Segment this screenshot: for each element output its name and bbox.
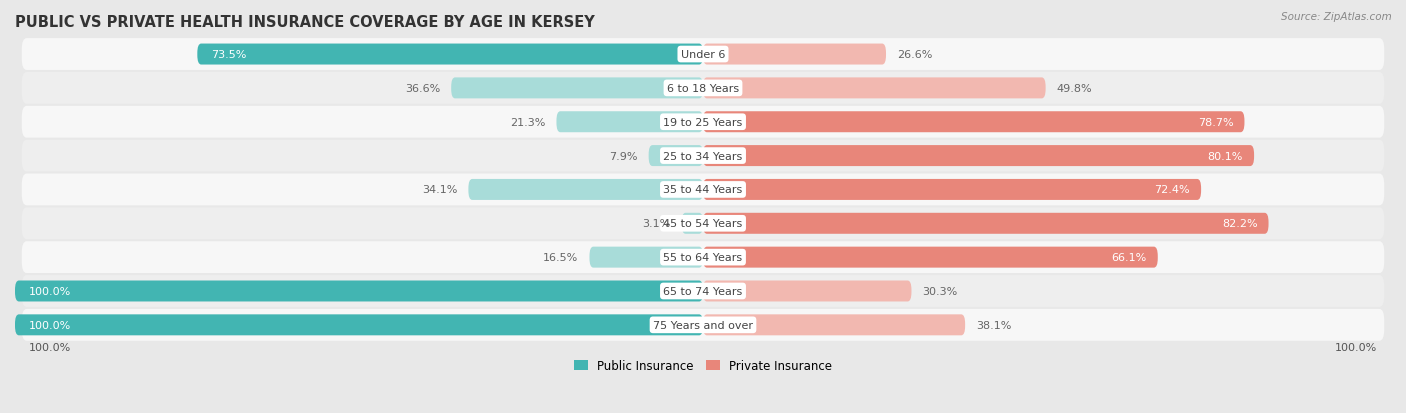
Text: 82.2%: 82.2% [1222,219,1257,229]
Text: 34.1%: 34.1% [422,185,457,195]
Text: 3.1%: 3.1% [643,219,671,229]
FancyBboxPatch shape [21,140,1385,172]
FancyBboxPatch shape [21,208,1385,240]
FancyBboxPatch shape [21,39,1385,71]
FancyBboxPatch shape [703,45,886,65]
Text: 72.4%: 72.4% [1154,185,1189,195]
Text: 38.1%: 38.1% [976,320,1011,330]
FancyBboxPatch shape [557,112,703,133]
Text: 100.0%: 100.0% [28,320,72,330]
FancyBboxPatch shape [21,174,1385,206]
FancyBboxPatch shape [21,107,1385,138]
FancyBboxPatch shape [21,242,1385,273]
Text: 30.3%: 30.3% [922,286,957,296]
FancyBboxPatch shape [703,315,965,335]
Text: 21.3%: 21.3% [510,117,546,128]
Text: 25 to 34 Years: 25 to 34 Years [664,151,742,161]
FancyBboxPatch shape [21,309,1385,341]
Legend: Public Insurance, Private Insurance: Public Insurance, Private Insurance [571,356,835,375]
Text: 55 to 64 Years: 55 to 64 Years [664,252,742,263]
FancyBboxPatch shape [648,146,703,167]
Text: 36.6%: 36.6% [405,84,440,94]
Text: PUBLIC VS PRIVATE HEALTH INSURANCE COVERAGE BY AGE IN KERSEY: PUBLIC VS PRIVATE HEALTH INSURANCE COVER… [15,15,595,30]
Text: 73.5%: 73.5% [211,50,246,60]
Text: 49.8%: 49.8% [1057,84,1092,94]
FancyBboxPatch shape [451,78,703,99]
Text: 100.0%: 100.0% [28,343,72,353]
Text: 80.1%: 80.1% [1208,151,1243,161]
FancyBboxPatch shape [468,180,703,200]
FancyBboxPatch shape [682,213,703,234]
Text: 75 Years and over: 75 Years and over [652,320,754,330]
Text: Source: ZipAtlas.com: Source: ZipAtlas.com [1281,12,1392,22]
FancyBboxPatch shape [703,146,1254,167]
FancyBboxPatch shape [703,213,1268,234]
Text: 65 to 74 Years: 65 to 74 Years [664,286,742,296]
Text: 16.5%: 16.5% [543,252,578,263]
Text: 45 to 54 Years: 45 to 54 Years [664,219,742,229]
Text: 100.0%: 100.0% [28,286,72,296]
FancyBboxPatch shape [703,78,1046,99]
FancyBboxPatch shape [15,281,703,302]
Text: Under 6: Under 6 [681,50,725,60]
Text: 100.0%: 100.0% [1334,343,1378,353]
FancyBboxPatch shape [21,275,1385,307]
FancyBboxPatch shape [197,45,703,65]
Text: 19 to 25 Years: 19 to 25 Years [664,117,742,128]
Text: 78.7%: 78.7% [1198,117,1233,128]
Text: 6 to 18 Years: 6 to 18 Years [666,84,740,94]
Text: 26.6%: 26.6% [897,50,932,60]
FancyBboxPatch shape [703,247,1157,268]
FancyBboxPatch shape [589,247,703,268]
FancyBboxPatch shape [703,281,911,302]
Text: 66.1%: 66.1% [1112,252,1147,263]
Text: 7.9%: 7.9% [609,151,638,161]
Text: 35 to 44 Years: 35 to 44 Years [664,185,742,195]
FancyBboxPatch shape [21,73,1385,104]
FancyBboxPatch shape [703,112,1244,133]
FancyBboxPatch shape [703,180,1201,200]
FancyBboxPatch shape [15,315,703,335]
